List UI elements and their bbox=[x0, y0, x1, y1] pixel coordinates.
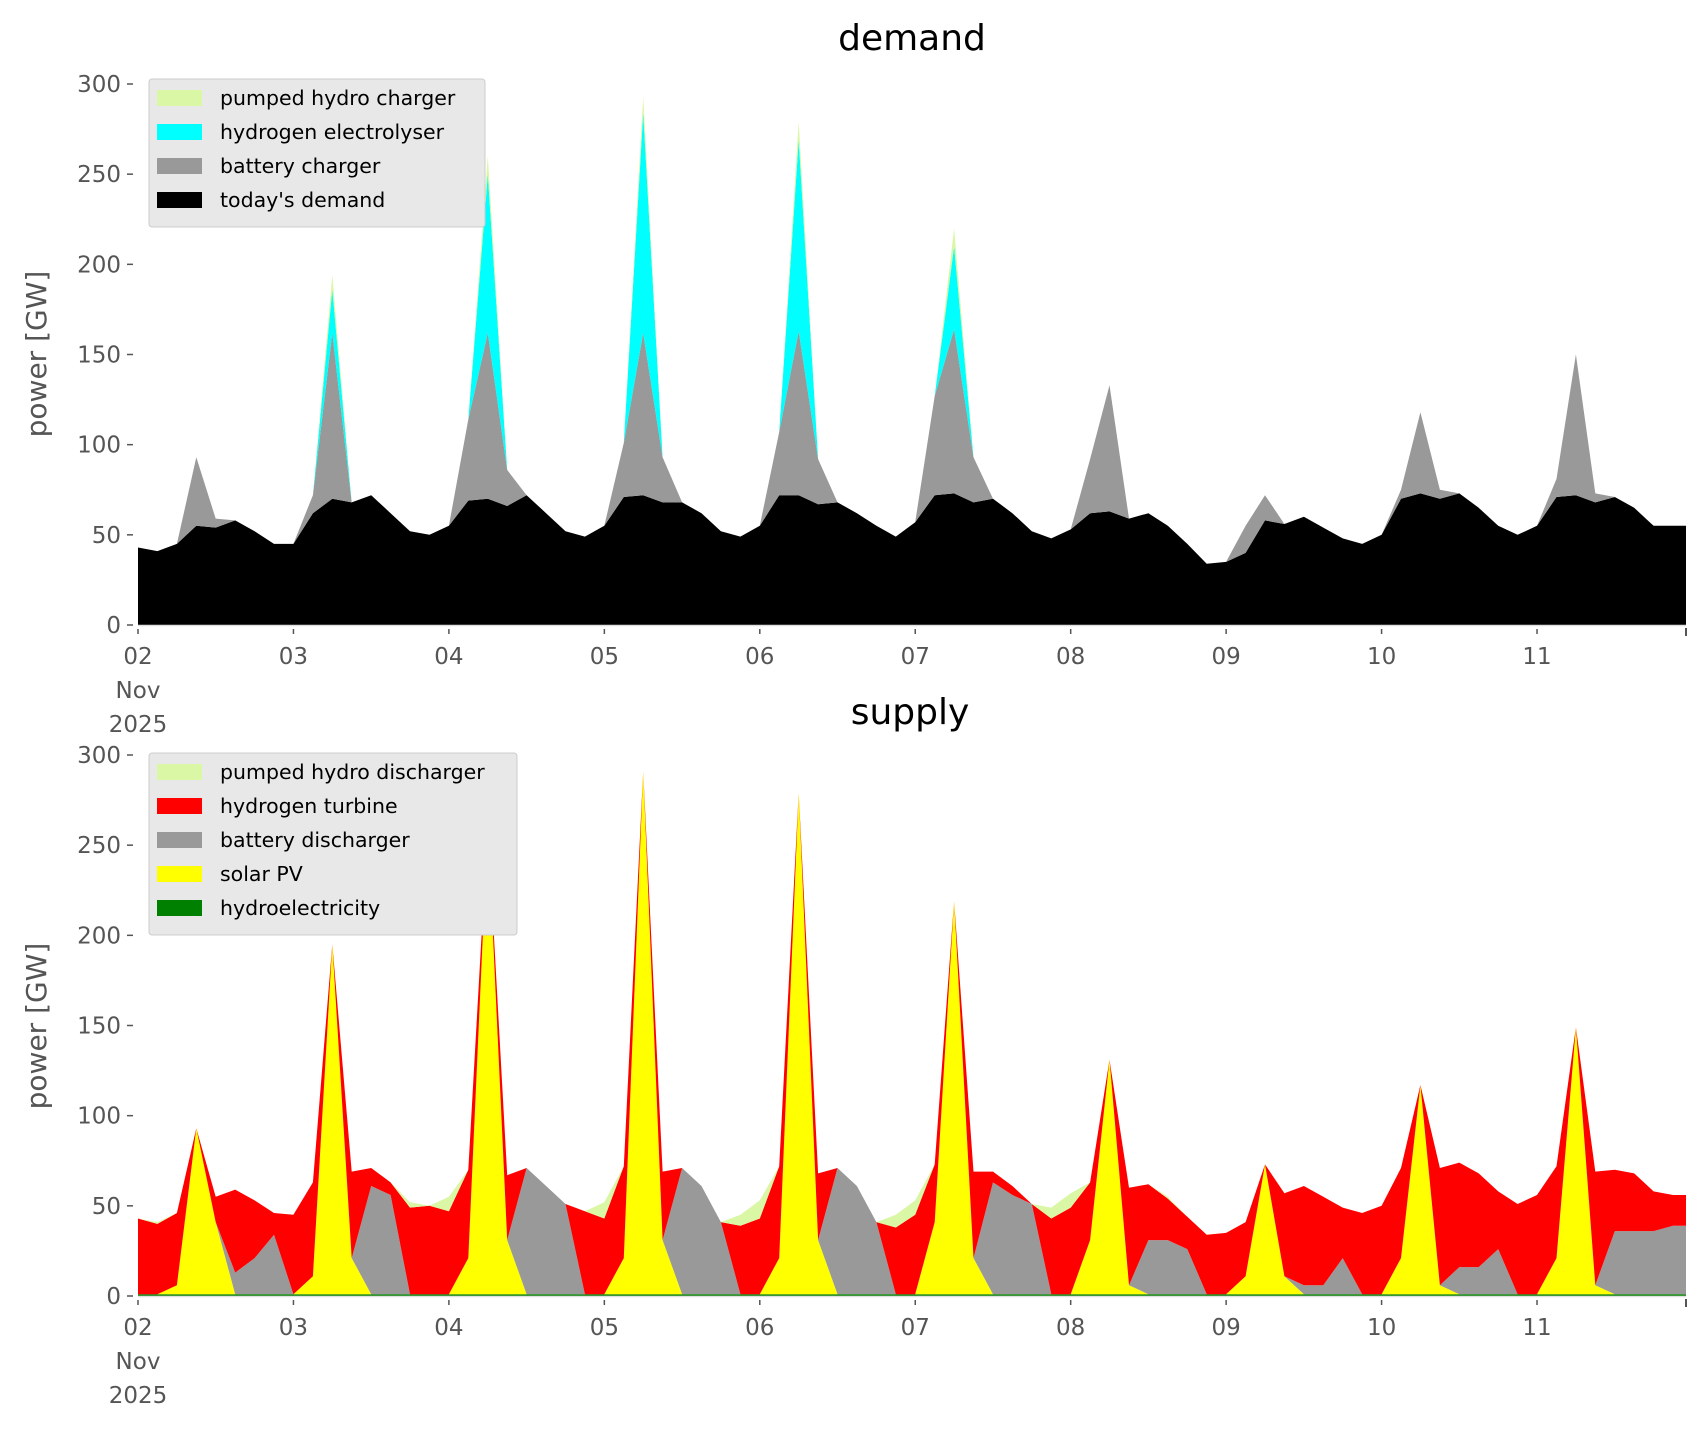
supply-legend-label: pumped hydro discharger bbox=[220, 760, 485, 784]
demand-y-axis-label: power [GW] bbox=[20, 271, 53, 438]
demand-x-tick-label: 04 bbox=[434, 644, 463, 670]
supply-areas bbox=[138, 771, 1686, 1296]
supply-x-tick-label: 08 bbox=[1056, 1315, 1085, 1341]
demand-axes: 0 50 100 150 200 250 300 02 Nov 2025 03 04 05 06 07 08 0… bbox=[77, 72, 1687, 738]
supply-legend-label: battery discharger bbox=[220, 828, 410, 852]
demand-x-tick-label: 05 bbox=[590, 644, 619, 670]
demand-y-tick-label: 50 bbox=[92, 523, 121, 549]
supply-x-tick-label: 02 Nov 2025 bbox=[109, 1315, 168, 1409]
supply-y-tick-label: 250 bbox=[77, 833, 121, 859]
supply-area-hydrogen-turbine bbox=[138, 771, 1686, 1295]
demand-y-tick-label: 100 bbox=[77, 433, 121, 459]
supply-x-tick-label: 07 bbox=[901, 1315, 930, 1341]
demand-x-tick-label: 09 bbox=[1211, 644, 1240, 670]
supply-y-tick-label: 150 bbox=[77, 1014, 121, 1040]
supply-legend-swatch-hydroelectricity bbox=[157, 900, 202, 916]
supply-title: supply bbox=[851, 692, 970, 733]
demand-x-tick-label: 07 bbox=[901, 644, 930, 670]
demand-area-today-s-demand bbox=[138, 493, 1686, 625]
supply-y-tick-label: 300 bbox=[77, 743, 121, 769]
supply-legend-label: solar PV bbox=[220, 862, 303, 886]
demand-y-tick-label: 150 bbox=[77, 343, 121, 369]
supply-x-tick-label: 05 bbox=[590, 1315, 619, 1341]
demand-x-tick-label: 02 Nov 2025 bbox=[109, 644, 168, 738]
demand-y-tick-label: 250 bbox=[77, 162, 121, 188]
demand-panel: demand 0 50 100 150 200 250 300 02 Nov 2025 03 04 05… bbox=[20, 18, 1687, 738]
supply-x-tick-label: 03 bbox=[279, 1315, 308, 1341]
supply-y-axis-label: power [GW] bbox=[20, 943, 53, 1110]
demand-areas bbox=[138, 96, 1686, 625]
demand-legend-label: pumped hydro charger bbox=[220, 86, 456, 110]
demand-legend-label: today's demand bbox=[220, 188, 385, 212]
supply-y-tick-label: 50 bbox=[92, 1194, 121, 1220]
supply-y-tick-label: 100 bbox=[77, 1104, 121, 1130]
demand-legend-swatch-hydrogen-electrolyser bbox=[157, 124, 202, 140]
supply-legend-swatch-solar-pv bbox=[157, 866, 202, 882]
supply-axes: 0 50 100 150 200 250 300 02 Nov 2025 03 04 05 06 07 08 0… bbox=[77, 743, 1687, 1409]
demand-y-tick-label: 200 bbox=[77, 252, 121, 278]
supply-x-tick-label: 06 bbox=[745, 1315, 774, 1341]
demand-legend-label: battery charger bbox=[220, 154, 381, 178]
supply-legend-box bbox=[148, 752, 518, 936]
supply-panel: supply 0 50 100 150 200 250 300 02 Nov 2025 03 04 05… bbox=[20, 692, 1687, 1409]
supply-legend-swatch-battery-discharger bbox=[157, 832, 202, 848]
supply-x-tick-label: 10 bbox=[1367, 1315, 1396, 1341]
supply-x-tick-label: 04 bbox=[434, 1315, 463, 1341]
supply-x-tick-label: 09 bbox=[1211, 1315, 1240, 1341]
demand-x-tick-label: 06 bbox=[745, 644, 774, 670]
demand-legend-box bbox=[148, 78, 486, 228]
demand-y-tick-label: 0 bbox=[106, 613, 121, 639]
supply-legend: pumped hydro discharger hydrogen turbine b… bbox=[148, 752, 518, 936]
demand-legend-swatch-today-s-demand bbox=[157, 192, 202, 208]
demand-x-tick-label: 10 bbox=[1367, 644, 1396, 670]
demand-y-tick-label: 300 bbox=[77, 72, 121, 98]
demand-x-tick-label: 08 bbox=[1056, 644, 1085, 670]
demand-legend-label: hydrogen electrolyser bbox=[220, 120, 445, 144]
supply-legend-swatch-pumped-hydro-discharger bbox=[157, 764, 202, 780]
supply-x-tick-label: 11 bbox=[1522, 1315, 1551, 1341]
supply-area-hydroelectricity bbox=[138, 1294, 1686, 1296]
supply-legend-label: hydroelectricity bbox=[220, 896, 380, 920]
supply-legend-label: hydrogen turbine bbox=[220, 794, 398, 818]
supply-legend-swatch-hydrogen-turbine bbox=[157, 798, 202, 814]
demand-legend-swatch-pumped-hydro-charger bbox=[157, 90, 202, 106]
demand-x-tick-label: 03 bbox=[279, 644, 308, 670]
supply-y-tick-label: 200 bbox=[77, 923, 121, 949]
demand-legend: pumped hydro charger hydrogen electrolyse… bbox=[148, 78, 486, 228]
demand-legend-swatch-battery-charger bbox=[157, 158, 202, 174]
demand-title: demand bbox=[838, 18, 986, 59]
demand-x-tick-label: 11 bbox=[1522, 644, 1551, 670]
supply-y-tick-label: 0 bbox=[106, 1284, 121, 1310]
